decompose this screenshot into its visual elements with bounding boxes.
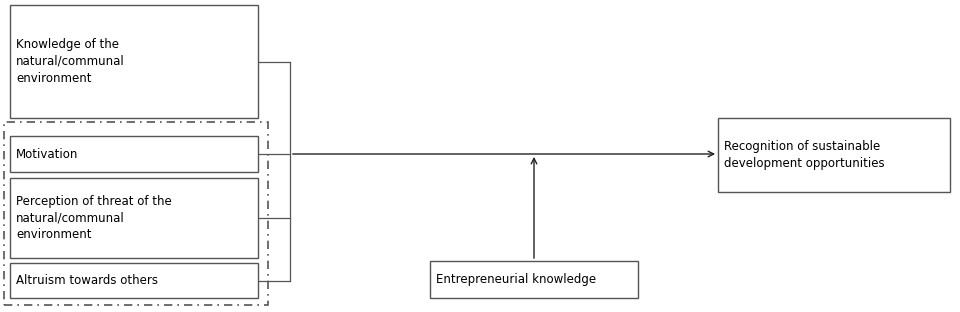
- Text: Entrepreneurial knowledge: Entrepreneurial knowledge: [436, 273, 596, 286]
- Text: Recognition of sustainable
development opportunities: Recognition of sustainable development o…: [724, 140, 884, 170]
- FancyBboxPatch shape: [10, 5, 258, 118]
- Text: Perception of threat of the
natural/communal
environment: Perception of threat of the natural/comm…: [16, 194, 172, 241]
- FancyBboxPatch shape: [10, 136, 258, 172]
- Text: Motivation: Motivation: [16, 148, 79, 160]
- FancyBboxPatch shape: [430, 261, 638, 298]
- FancyBboxPatch shape: [10, 263, 258, 298]
- FancyBboxPatch shape: [718, 118, 950, 192]
- Text: Knowledge of the
natural/communal
environment: Knowledge of the natural/communal enviro…: [16, 38, 125, 85]
- FancyBboxPatch shape: [10, 178, 258, 258]
- Text: Altruism towards others: Altruism towards others: [16, 274, 158, 287]
